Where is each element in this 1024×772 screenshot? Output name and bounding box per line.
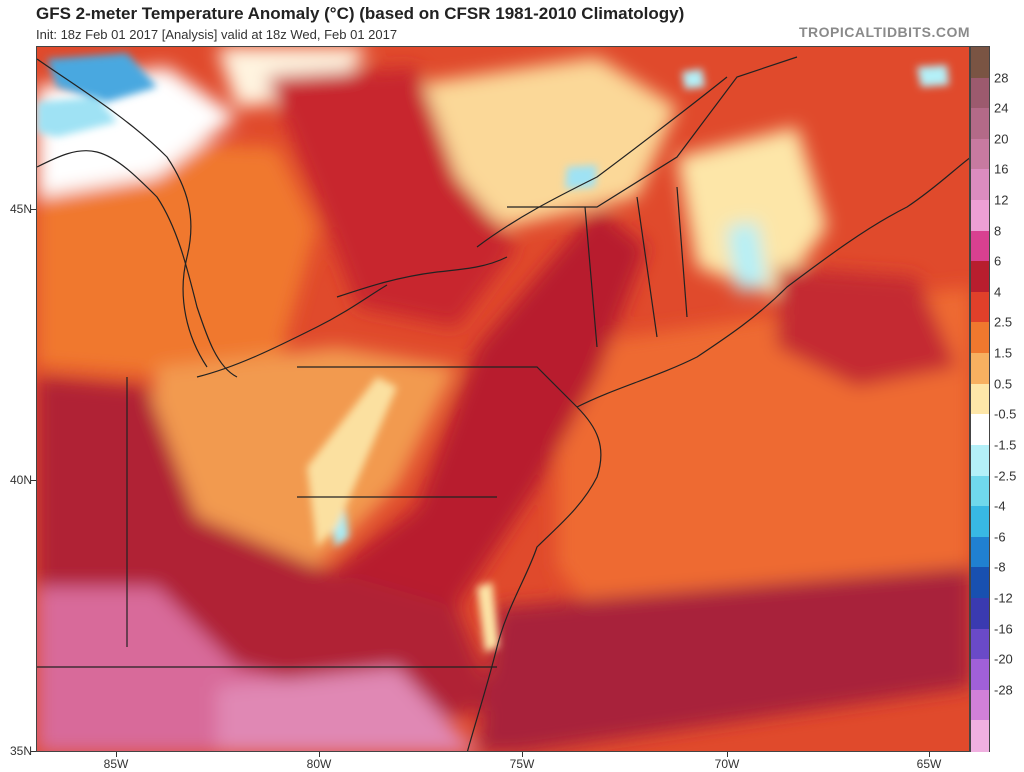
latitude-label: 45N bbox=[9, 202, 32, 216]
longitude-tick bbox=[319, 752, 320, 757]
anomaly-fields bbox=[37, 47, 969, 751]
latitude-label: 40N bbox=[9, 473, 32, 487]
colorbar-segment bbox=[971, 77, 989, 109]
brand-watermark: TROPICALTIDBITS.COM bbox=[798, 24, 970, 40]
colorbar-segment bbox=[971, 506, 989, 538]
colorbar-segment bbox=[971, 720, 989, 752]
longitude-label: 80W bbox=[306, 757, 332, 771]
colorbar-segment bbox=[971, 414, 989, 446]
longitude-label: 65W bbox=[916, 757, 942, 771]
quebec-border bbox=[507, 56, 798, 208]
longitude-label: 70W bbox=[714, 757, 740, 771]
colorbar-tick-label: 16 bbox=[994, 161, 1009, 177]
colorbar-tick-label: 12 bbox=[994, 192, 1009, 208]
colorbar-tick-label: -6 bbox=[994, 529, 1006, 545]
colorbar-tick-label: 6 bbox=[994, 253, 1002, 269]
longitude-label: 85W bbox=[103, 757, 129, 771]
cold-light-maine-field bbox=[727, 222, 767, 292]
cold-light-quebec bbox=[682, 69, 705, 89]
colorbar-segment bbox=[971, 138, 989, 171]
cold-light-stlawrence bbox=[565, 165, 597, 189]
map-subtitle: Init: 18z Feb 01 2017 [Analysis] valid a… bbox=[36, 27, 398, 42]
colorbar-segment bbox=[971, 230, 989, 262]
hot-corridor-field bbox=[337, 207, 647, 647]
colorbar-segment bbox=[971, 536, 989, 568]
colorbar-segment bbox=[971, 383, 989, 415]
colorbar-tick-label: -0.5 bbox=[994, 406, 1017, 422]
colorbar-segment bbox=[971, 108, 989, 140]
st-lawrence-river bbox=[476, 76, 728, 248]
pale-chesapeake bbox=[477, 582, 499, 652]
colorbar-tick-label: -12 bbox=[994, 590, 1013, 606]
very-hot-coast-band bbox=[477, 567, 969, 751]
longitude-tick bbox=[522, 752, 523, 757]
colorbar-segment bbox=[971, 322, 989, 354]
colorbar-segment bbox=[971, 689, 989, 721]
great-lakes-outline bbox=[37, 58, 208, 368]
latitude-tick bbox=[31, 480, 36, 481]
pink-hot-field-2 bbox=[217, 667, 476, 751]
colorbar-segment bbox=[971, 200, 989, 232]
colorbar-segment bbox=[971, 353, 989, 385]
pale-appalachian bbox=[307, 377, 397, 547]
pale-quebec-field bbox=[397, 57, 677, 227]
longitude-tick bbox=[116, 752, 117, 757]
colorbar-tick-label: 1.5 bbox=[994, 345, 1013, 361]
colorbar-tick-label: 8 bbox=[994, 223, 1002, 239]
colorbar-tick-label: 24 bbox=[994, 100, 1009, 116]
east-coast bbox=[466, 406, 602, 751]
colorbar-segment bbox=[971, 597, 989, 630]
pale-maine-field bbox=[677, 127, 827, 297]
colorbar-tick-label: 20 bbox=[994, 131, 1009, 147]
colorbar-segment bbox=[971, 475, 989, 507]
cold-light-northwest bbox=[37, 97, 117, 137]
colorbar-tick-label: -2.5 bbox=[994, 468, 1017, 484]
anomaly-map bbox=[36, 46, 970, 752]
colorbar-tick-label: -4 bbox=[994, 498, 1006, 514]
latitude-tick bbox=[31, 209, 36, 210]
michigan-shore bbox=[37, 150, 238, 378]
colorbar-tick-label: 28 bbox=[994, 70, 1009, 86]
latitude-tick bbox=[31, 751, 36, 752]
colorbar-segment bbox=[971, 567, 989, 599]
lake-ontario-shore bbox=[336, 256, 508, 298]
longitude-tick bbox=[929, 752, 930, 757]
colorbar bbox=[970, 46, 990, 752]
state-line-vermont bbox=[584, 206, 598, 348]
new-england-coast bbox=[576, 157, 969, 408]
colorbar-segment bbox=[971, 169, 989, 201]
fine-anomaly-fields bbox=[37, 53, 949, 652]
colorbar-tick-label: -16 bbox=[994, 621, 1013, 637]
colorbar-segment bbox=[971, 47, 989, 79]
cold-light-novascotia bbox=[917, 65, 949, 87]
colorbar-segment bbox=[971, 291, 989, 324]
colorbar-tick-label: 0.5 bbox=[994, 376, 1013, 392]
colorbar-segment bbox=[971, 628, 989, 660]
state-line-ny-pa bbox=[297, 366, 578, 408]
colorbar-tick-label: -28 bbox=[994, 682, 1013, 698]
colorbar-tick-label: -20 bbox=[994, 651, 1013, 667]
latitude-label: 35N bbox=[9, 744, 32, 758]
colorbar-tick-label: -1.5 bbox=[994, 437, 1017, 453]
colorbar-tick-label: 4 bbox=[994, 284, 1002, 300]
colorbar-tick-label: 2.5 bbox=[994, 314, 1013, 330]
state-line-maine bbox=[676, 186, 688, 318]
boundaries bbox=[37, 56, 969, 751]
hot-gulf-field bbox=[777, 267, 957, 387]
map-title: GFS 2-meter Temperature Anomaly (°C) (ba… bbox=[36, 4, 685, 23]
longitude-tick bbox=[727, 752, 728, 757]
hot-ontario-field bbox=[267, 67, 517, 327]
map-canvas bbox=[37, 47, 969, 751]
lake-erie-shore bbox=[196, 284, 388, 378]
colorbar-tick-label: -8 bbox=[994, 559, 1006, 575]
mild-west-field bbox=[37, 137, 317, 377]
colorbar-segment bbox=[971, 659, 989, 691]
colorbar-segment bbox=[971, 261, 989, 293]
colorbar-segment bbox=[971, 444, 989, 477]
state-line-nh bbox=[636, 196, 658, 338]
cold-dark-northwest bbox=[47, 53, 157, 102]
longitude-label: 75W bbox=[509, 757, 535, 771]
